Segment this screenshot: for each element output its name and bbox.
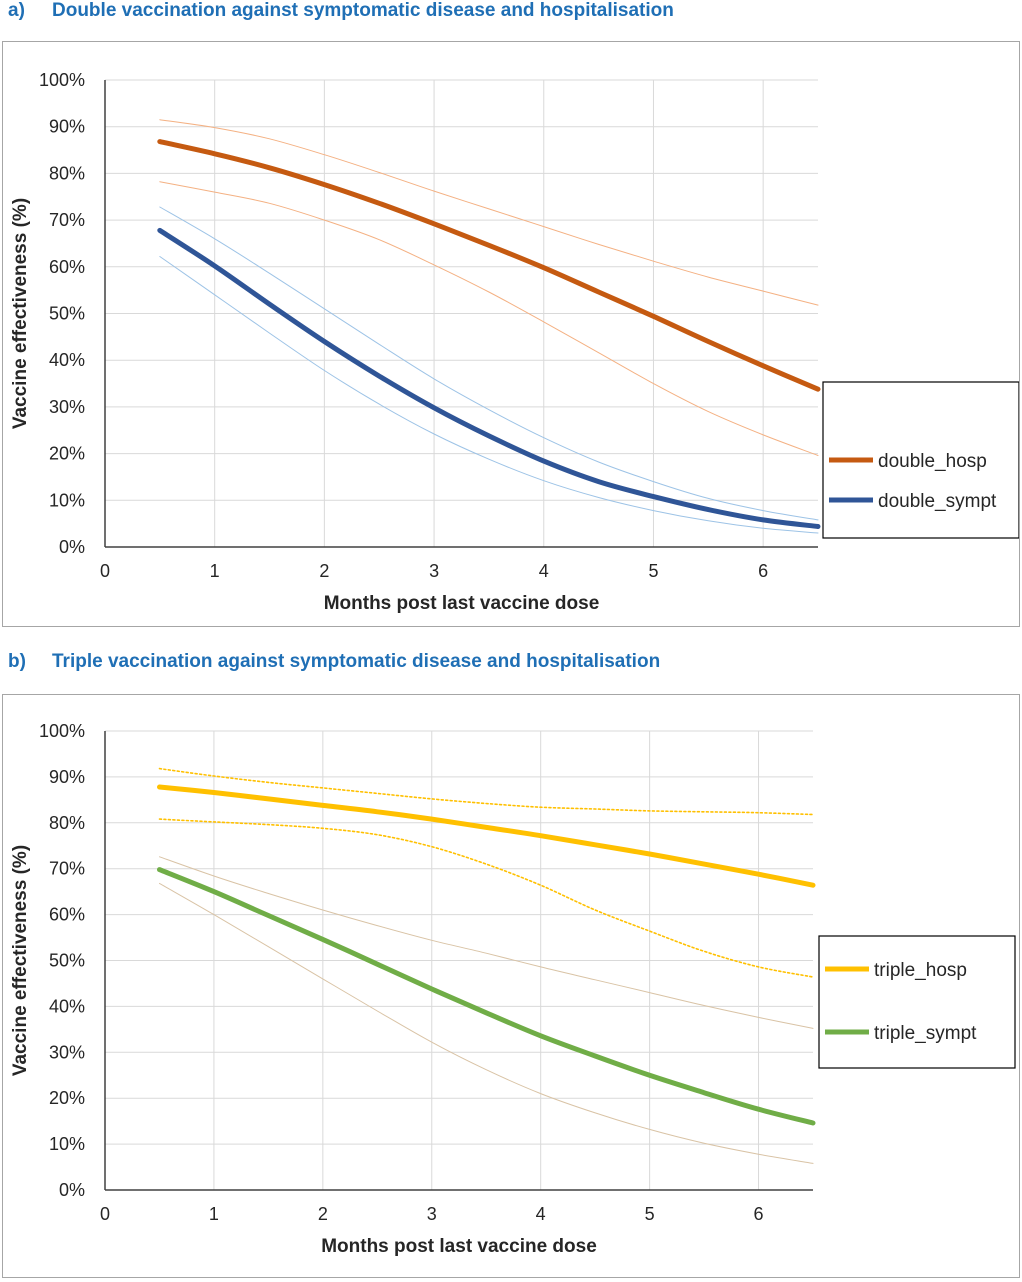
chart-a-ci-line (159, 119, 819, 306)
chart-b-x-tick-label: 5 (645, 1204, 655, 1224)
chart-b-y-tick-label: 50% (49, 951, 85, 971)
chart-a-x-tick-label: 5 (648, 561, 658, 581)
panel-b-title-text: Triple vaccination against symptomatic d… (52, 651, 661, 672)
chart-a-y-axis-title: Vaccine effectiveness (%) (10, 198, 31, 429)
chart-b-ci-line (158, 767, 814, 816)
chart-a-y-tick-label: 90% (49, 117, 85, 137)
chart-a-x-tick-label: 3 (429, 561, 439, 581)
chart-a-y-tick-label: 100% (39, 70, 85, 90)
chart-b-series-triple_hosp (157, 784, 816, 888)
chart-b-y-tick-label: 10% (49, 1134, 85, 1154)
chart-a-legend-label-double_sympt: double_sympt (878, 491, 997, 512)
chart-b-y-tick-label: 70% (49, 859, 85, 879)
chart-b-y-axis-title: Vaccine effectiveness (%) (10, 845, 31, 1076)
panel-b-tag: b) (8, 651, 26, 672)
chart-a-y-tick-label: 20% (49, 444, 85, 464)
chart-b-x-tick-label: 2 (318, 1204, 328, 1224)
chart-b-legend: triple_hosp triple_sympt (818, 935, 1016, 1069)
chart-a-legend: double_hosp double_sympt (822, 381, 1020, 539)
chart-b-y-tick-label: 90% (49, 767, 85, 787)
panel-a-title: a) Double vaccination against symptomatic… (8, 0, 674, 22)
chart-a-frame: 0% 10% 20% 30% 40% 50% 60% 70% 80% 90% 100% 0 1 2 3 4 5 6… (2, 41, 1020, 627)
panel-b-title: b) Triple vaccination against symptomatic… (8, 651, 660, 673)
chart-b-x-tick-label: 4 (536, 1204, 546, 1224)
chart-a-x-tick-label: 6 (758, 561, 768, 581)
chart-a-y-tick-label: 0% (59, 537, 85, 557)
chart-a-y-tick-label: 80% (49, 163, 85, 183)
chart-b-x-tick-label: 1 (209, 1204, 219, 1224)
chart-b-legend-label-triple_sympt: triple_sympt (874, 1023, 977, 1044)
chart-a-ci-line (159, 206, 819, 521)
chart-a-series-double_hosp (157, 139, 821, 392)
chart-a-y-tick-label: 40% (49, 350, 85, 370)
chart-b-frame: 0% 10% 20% 30% 40% 50% 60% 70% 80% 90% 100% 0 1 2 3 4 5 6… (2, 694, 1020, 1278)
chart-b-y-tick-label: 40% (49, 996, 85, 1016)
chart-a-x-tick-label: 4 (539, 561, 549, 581)
chart-b-legend-label-triple_hosp: triple_hosp (874, 960, 967, 981)
chart-b-grid (105, 730, 813, 1190)
chart-b-y-tick-label: 60% (49, 905, 85, 925)
chart-b-x-axis-title: Months post last vaccine dose (321, 1236, 597, 1257)
chart-a-y-tick-label: 10% (49, 490, 85, 510)
chart-b-x-tick-label: 6 (754, 1204, 764, 1224)
chart-a-x-tick-label: 2 (319, 561, 329, 581)
chart-b-y-tick-label: 30% (49, 1042, 85, 1062)
chart-b-legend-box (818, 935, 1016, 1069)
panel-a-title-text: Double vaccination against symptomatic d… (52, 0, 674, 21)
chart-b-y-tick-label: 80% (49, 813, 85, 833)
chart-b-x-tick-label: 0 (100, 1204, 110, 1224)
chart-a-y-tick-label: 30% (49, 397, 85, 417)
chart-a-x-axis-title: Months post last vaccine dose (324, 593, 600, 614)
chart-a-grid (105, 79, 818, 547)
chart-a-y-tick-label: 50% (49, 304, 85, 324)
chart-b-ci-line (158, 818, 814, 978)
chart-a-legend-label-double_hosp: double_hosp (878, 451, 987, 472)
chart-a-ci-line (159, 181, 819, 456)
panel-a-tag: a) (8, 0, 25, 21)
chart-a-x-tick-label: 0 (100, 561, 110, 581)
chart-b-x-tick-label: 3 (427, 1204, 437, 1224)
chart-b-series-triple_sympt (157, 867, 816, 1126)
chart-a-series-double_sympt (157, 227, 821, 529)
chart-b-ci-line (159, 882, 814, 1164)
chart-b-ci-line (159, 856, 814, 1029)
chart-a: 0% 10% 20% 30% 40% 50% 60% 70% 80% 90% 100% 0 1 2 3 4 5 6… (10, 70, 1020, 614)
chart-a-x-tick-label: 1 (210, 561, 220, 581)
chart-a-y-tick-label: 70% (49, 210, 85, 230)
chart-a-y-tick-label: 60% (49, 257, 85, 277)
chart-b: 0% 10% 20% 30% 40% 50% 60% 70% 80% 90% 100% 0 1 2 3 4 5 6… (10, 721, 1016, 1257)
chart-a-ci-line (159, 256, 819, 534)
chart-b-y-tick-label: 20% (49, 1088, 85, 1108)
chart-b-y-tick-label: 100% (39, 721, 85, 741)
chart-b-y-tick-label: 0% (59, 1180, 85, 1200)
